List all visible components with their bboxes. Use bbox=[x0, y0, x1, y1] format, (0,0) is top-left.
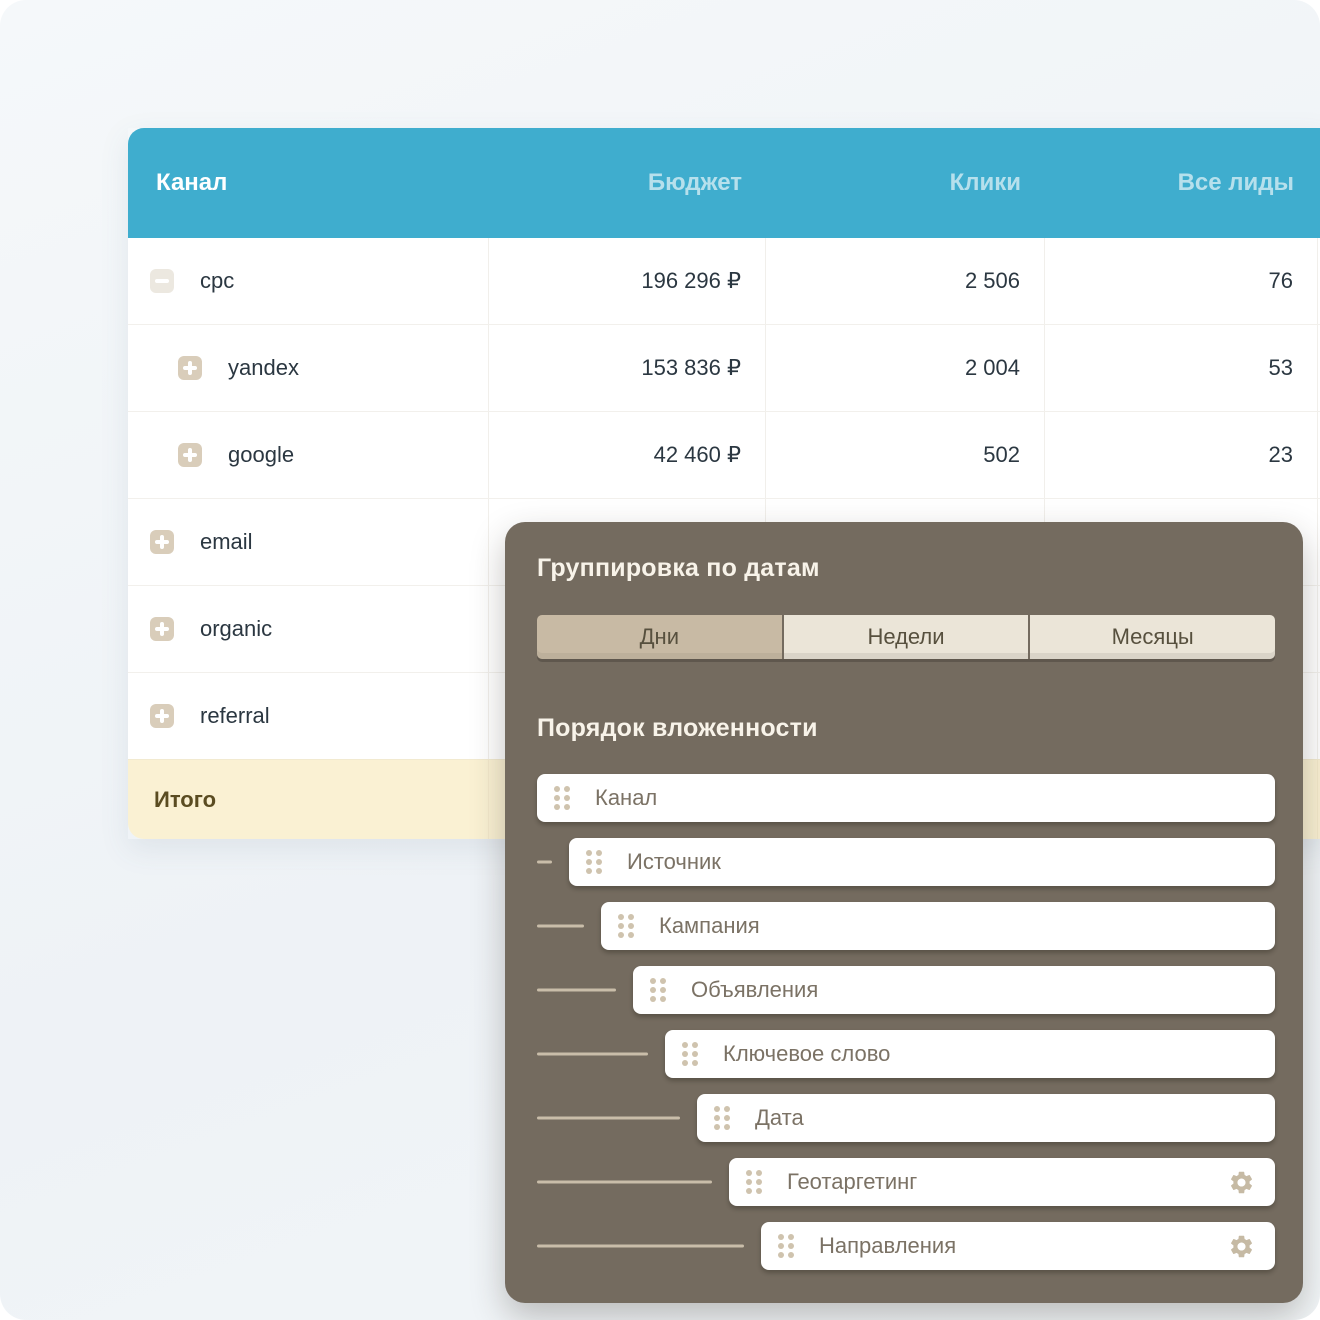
nest-pill-source[interactable]: Источник bbox=[569, 838, 1275, 886]
nesting-order-heading: Порядок вложенности bbox=[537, 714, 818, 742]
nest-pill-ads[interactable]: Объявления bbox=[633, 966, 1275, 1014]
nest-connector-line bbox=[537, 1180, 712, 1184]
row-label: email bbox=[200, 529, 253, 554]
drag-handle-icon[interactable] bbox=[776, 1231, 797, 1261]
drag-handle-icon[interactable] bbox=[552, 783, 573, 813]
expand-plus-icon[interactable] bbox=[178, 356, 202, 380]
date-grouping-tabs: Дни Недели Месяцы bbox=[537, 615, 1276, 659]
nest-pill-keyword[interactable]: Ключевое слово bbox=[665, 1030, 1275, 1078]
leads-cell bbox=[1045, 673, 1318, 759]
nest-pill-geotargeting[interactable]: Геотаргетинг bbox=[729, 1158, 1275, 1206]
leads-cell: 23 bbox=[1045, 412, 1318, 498]
clicks-cell: 2 506 bbox=[766, 238, 1045, 324]
row-label: cpc bbox=[200, 268, 235, 293]
expand-plus-icon[interactable] bbox=[178, 443, 202, 467]
clicks-cell: 2 004 bbox=[766, 325, 1045, 411]
leads-cell bbox=[1045, 499, 1318, 585]
column-header-channel[interactable]: Канал bbox=[156, 169, 228, 196]
expand-plus-icon[interactable] bbox=[150, 617, 174, 641]
nest-item-ads: Объявления bbox=[537, 966, 1275, 1014]
nest-pill-campaign[interactable]: Кампания bbox=[601, 902, 1275, 950]
row-label: referral bbox=[200, 703, 270, 728]
nest-pill-date[interactable]: Дата bbox=[697, 1094, 1275, 1142]
nest-connector-line bbox=[537, 988, 616, 992]
nest-item-label: Канал bbox=[595, 785, 658, 810]
nesting-order-list: Канал Источник bbox=[537, 774, 1275, 1270]
table-row-google: google 42 460 ₽ 502 23 bbox=[128, 411, 1320, 498]
row-label: google bbox=[228, 442, 295, 467]
total-label: Итого bbox=[128, 760, 489, 839]
tab-months[interactable]: Месяцы bbox=[1030, 615, 1276, 659]
gear-icon[interactable] bbox=[1228, 1233, 1255, 1260]
tab-weeks[interactable]: Недели bbox=[783, 615, 1029, 659]
expand-plus-icon[interactable] bbox=[150, 704, 174, 728]
drag-handle-icon[interactable] bbox=[712, 1103, 733, 1133]
date-grouping-heading: Группировка по датам bbox=[537, 554, 820, 582]
budget-cell: 196 296 ₽ bbox=[489, 238, 766, 324]
nest-item-label: Источник bbox=[627, 849, 721, 874]
nest-connector-line bbox=[537, 1244, 744, 1248]
nest-item-keyword: Ключевое слово bbox=[537, 1030, 1275, 1078]
column-header-budget[interactable]: Бюджет bbox=[647, 169, 742, 196]
nest-item-label: Ключевое слово bbox=[723, 1041, 891, 1066]
leads-cell: 76 bbox=[1045, 238, 1318, 324]
row-label: organic bbox=[200, 616, 273, 641]
tab-days[interactable]: Дни bbox=[537, 615, 782, 659]
drag-handle-icon[interactable] bbox=[680, 1039, 701, 1069]
column-header-all-leads[interactable]: Все лиды bbox=[1177, 169, 1294, 196]
leads-cell: 53 bbox=[1045, 325, 1318, 411]
nest-item-directions: Направления bbox=[537, 1222, 1275, 1270]
nest-item-geotargeting: Геотаргетинг bbox=[537, 1158, 1275, 1206]
table-row-yandex: yandex 153 836 ₽ 2 004 53 bbox=[128, 324, 1320, 411]
row-label: yandex bbox=[228, 355, 299, 380]
nest-item-source: Источник bbox=[537, 838, 1275, 886]
drag-handle-icon[interactable] bbox=[584, 847, 605, 877]
nest-pill-directions[interactable]: Направления bbox=[761, 1222, 1275, 1270]
grouping-settings-panel: Группировка по датам Дни Недели Месяцы П… bbox=[505, 522, 1303, 1303]
nest-item-campaign: Кампания bbox=[537, 902, 1275, 950]
collapse-minus-icon[interactable] bbox=[150, 269, 174, 293]
column-header-clicks[interactable]: Клики bbox=[949, 169, 1021, 196]
nest-connector-line bbox=[537, 1116, 680, 1120]
leads-cell bbox=[1045, 586, 1318, 672]
nest-item-label: Направления bbox=[819, 1233, 957, 1258]
expand-plus-icon[interactable] bbox=[150, 530, 174, 554]
table-row-cpc: cpc 196 296 ₽ 2 506 76 bbox=[128, 238, 1320, 324]
nest-item-label: Дата bbox=[755, 1105, 804, 1130]
nest-item-label: Геотаргетинг bbox=[787, 1169, 918, 1194]
nest-item-channel: Канал bbox=[537, 774, 1275, 822]
drag-handle-icon[interactable] bbox=[744, 1167, 765, 1197]
nest-item-label: Кампания bbox=[659, 913, 760, 938]
nest-connector-line bbox=[537, 924, 584, 928]
nest-item-label: Объявления bbox=[691, 977, 819, 1002]
budget-cell: 42 460 ₽ bbox=[489, 412, 766, 498]
nest-pill-channel[interactable]: Канал bbox=[537, 774, 1275, 822]
nest-connector-line bbox=[537, 1052, 648, 1056]
nest-item-date: Дата bbox=[537, 1094, 1275, 1142]
drag-handle-icon[interactable] bbox=[616, 911, 637, 941]
nest-connector-line bbox=[537, 860, 552, 864]
table-header: Канал Бюджет Клики Все лиды bbox=[128, 128, 1320, 238]
drag-handle-icon[interactable] bbox=[648, 975, 669, 1005]
clicks-cell: 502 bbox=[766, 412, 1045, 498]
gear-icon[interactable] bbox=[1228, 1169, 1255, 1196]
budget-cell: 153 836 ₽ bbox=[489, 325, 766, 411]
